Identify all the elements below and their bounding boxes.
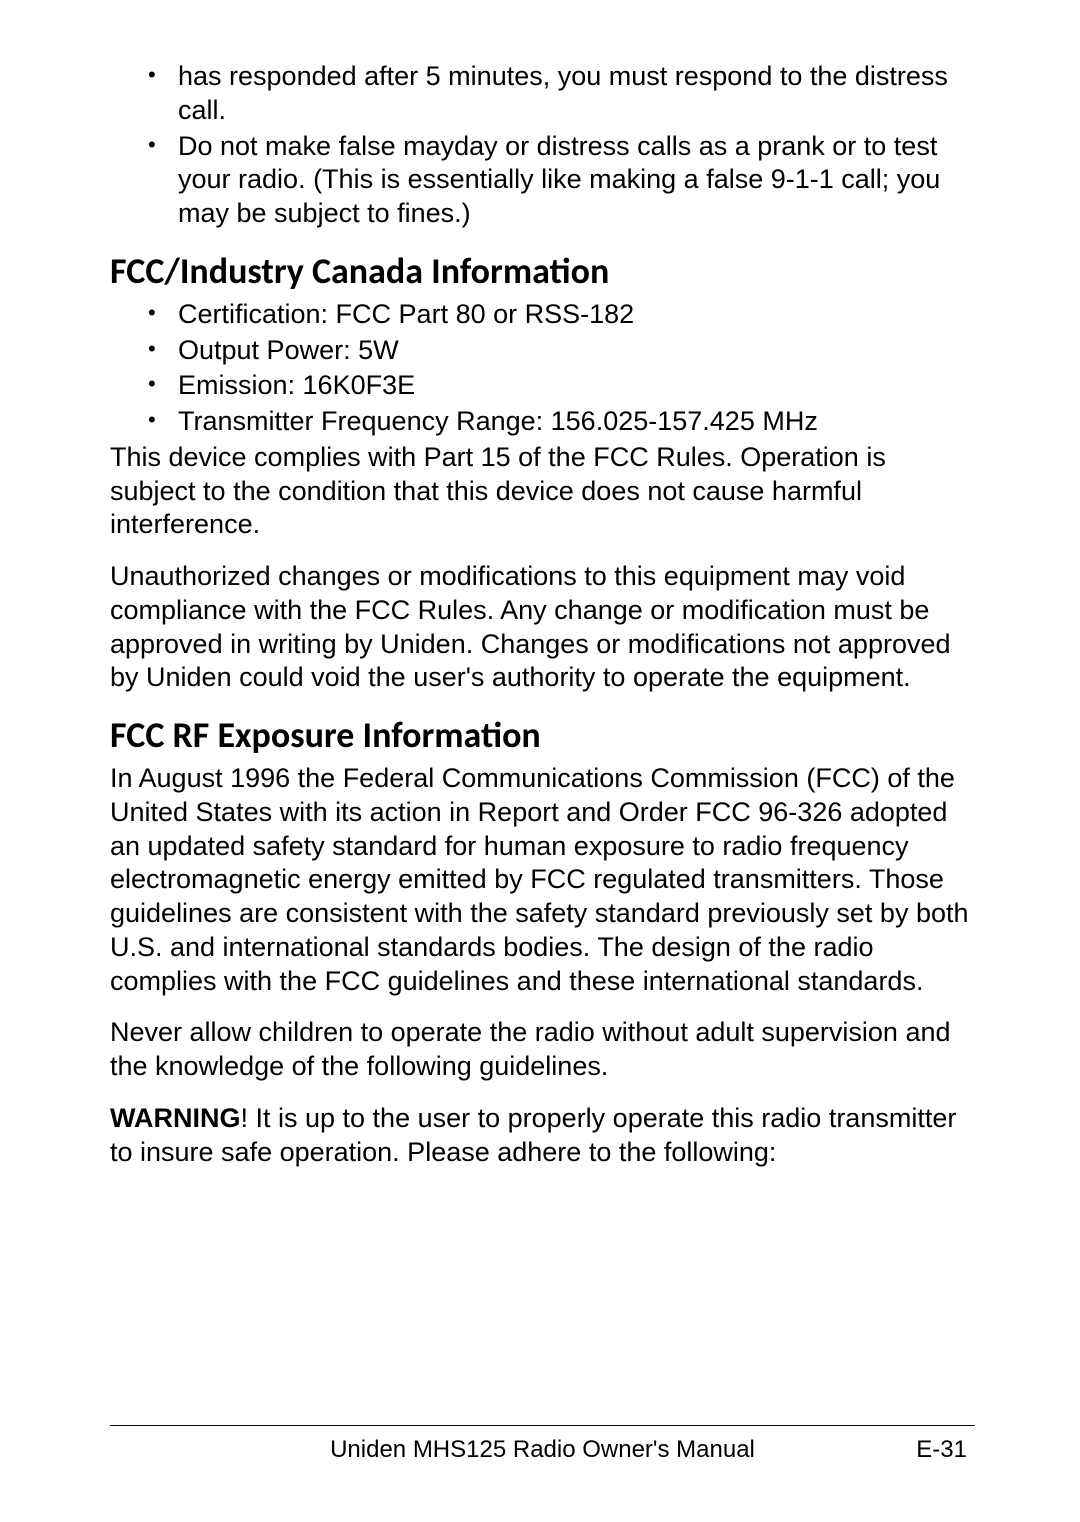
list-item: Emission: 16K0F3E (148, 369, 975, 403)
list-item: Output Power: 5W (148, 334, 975, 368)
footer-page-number: E-31 (916, 1436, 967, 1464)
rf-exposure-warning: WARNING! It is up to the user to properl… (110, 1102, 975, 1170)
page-content: has responded after 5 minutes, you must … (110, 60, 975, 1169)
rf-exposure-para-2: Never allow children to operate the radi… (110, 1016, 975, 1084)
page-footer: Uniden MHS125 Radio Owner's Manual E-31 (110, 1425, 975, 1464)
list-item: has responded after 5 minutes, you must … (148, 60, 975, 128)
list-item: Certification: FCC Part 80 or RSS-182 (148, 298, 975, 332)
fcc-canada-para-1: This device complies with Part 15 of the… (110, 441, 975, 542)
footer-row: Uniden MHS125 Radio Owner's Manual E-31 (110, 1436, 975, 1464)
footer-rule (110, 1425, 975, 1426)
list-item: Do not make false mayday or distress cal… (148, 130, 975, 231)
intro-bullet-list: has responded after 5 minutes, you must … (148, 60, 975, 231)
footer-title: Uniden MHS125 Radio Owner's Manual (330, 1436, 755, 1464)
list-item: Transmitter Frequency Range: 156.025-157… (148, 405, 975, 439)
warning-label: WARNING (110, 1103, 241, 1133)
rf-exposure-para-1: In August 1996 the Federal Communication… (110, 762, 975, 998)
section-heading-fcc-canada: FCC/Industry Canada Information (110, 249, 975, 294)
fcc-canada-para-2: Unauthorized changes or modifications to… (110, 560, 975, 695)
section-heading-rf-exposure: FCC RF Exposure Information (110, 713, 975, 758)
fcc-canada-bullet-list: Certification: FCC Part 80 or RSS-182 Ou… (148, 298, 975, 439)
